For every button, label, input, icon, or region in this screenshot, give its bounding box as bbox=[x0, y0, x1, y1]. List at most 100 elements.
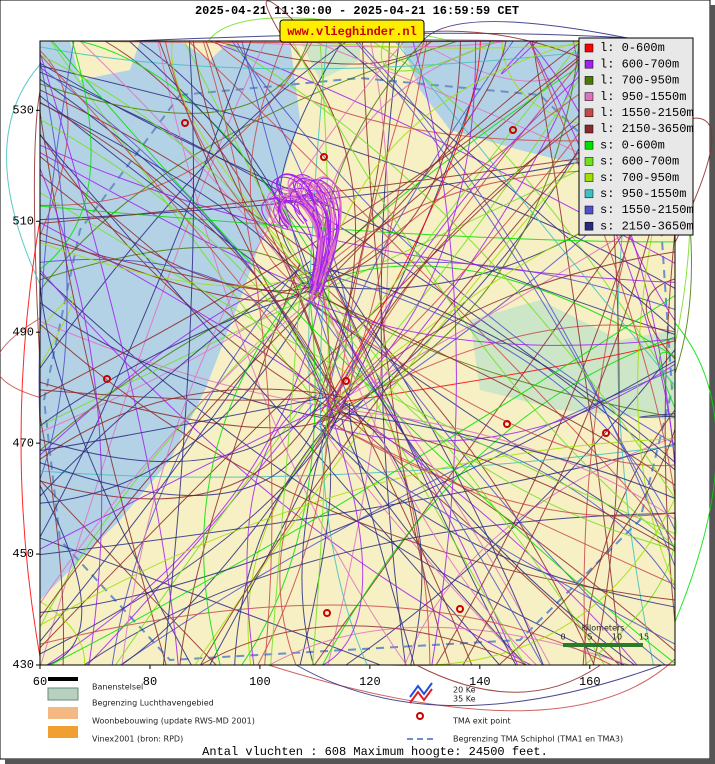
legend-label: s: 700-950m bbox=[600, 171, 679, 185]
legend-swatch bbox=[584, 205, 594, 215]
flight-track bbox=[131, 32, 671, 42]
flight-track bbox=[341, 419, 527, 666]
shadow bbox=[5, 759, 715, 764]
flight-track bbox=[39, 272, 625, 666]
flight-track bbox=[319, 421, 676, 608]
flight-track bbox=[39, 192, 676, 535]
tma-exit-point bbox=[503, 420, 511, 428]
flight-track bbox=[389, 498, 676, 667]
flight-track bbox=[330, 407, 676, 520]
flight-track bbox=[39, 40, 309, 114]
legend-label: s: 600-700m bbox=[600, 155, 679, 169]
flight-track bbox=[164, 40, 319, 287]
scale-tick-label: 15 bbox=[639, 633, 649, 642]
flight-track bbox=[39, 537, 381, 666]
flight-track bbox=[304, 178, 336, 282]
flight-track bbox=[39, 40, 659, 649]
legend-label: s: 0-600m bbox=[600, 138, 665, 152]
flight-track bbox=[361, 40, 451, 666]
flight-track bbox=[329, 270, 517, 666]
legend-swatch bbox=[584, 92, 594, 101]
scale-tick-label: 5 bbox=[587, 633, 592, 642]
legend-label: l: 1550-2150m bbox=[600, 106, 694, 120]
flight-track bbox=[39, 40, 675, 70]
y-tick-label: 530 bbox=[12, 104, 34, 118]
flight-track bbox=[380, 40, 407, 666]
flight-track bbox=[39, 40, 92, 270]
tma-exit-point bbox=[103, 375, 111, 383]
map-legend-label: Woonbebouwing (update RWS-MD 2001) bbox=[92, 717, 255, 726]
flight-track bbox=[313, 263, 635, 666]
flight-track bbox=[20, 219, 41, 657]
flight-track bbox=[313, 424, 676, 645]
flight-track bbox=[39, 443, 676, 556]
flight-track bbox=[322, 394, 364, 666]
flight-track bbox=[39, 284, 192, 666]
legend-label: s: 950-1550m bbox=[600, 187, 686, 201]
flight-track bbox=[528, 40, 676, 471]
flight-track bbox=[39, 415, 65, 666]
y-tick-label: 430 bbox=[12, 658, 34, 672]
flight-track bbox=[200, 625, 527, 666]
flight-track bbox=[39, 269, 532, 666]
flight-track bbox=[303, 40, 602, 294]
site-badge bbox=[279, 19, 425, 43]
flight-track bbox=[39, 397, 325, 452]
flight-track bbox=[39, 402, 321, 500]
flight-track bbox=[296, 664, 662, 707]
flight-track bbox=[322, 336, 676, 666]
flight-track bbox=[317, 283, 605, 666]
flight-track bbox=[39, 424, 316, 496]
flight-track bbox=[315, 259, 666, 666]
y-tick-label: 490 bbox=[12, 325, 34, 339]
map-legend: Banenstelsel Begrenzing Luchthavengebied… bbox=[47, 677, 623, 744]
flight-track bbox=[336, 40, 590, 430]
flight-track bbox=[247, 420, 334, 666]
legend-swatch bbox=[584, 124, 594, 134]
tma-exit-point bbox=[509, 126, 517, 134]
flight-track bbox=[72, 40, 498, 44]
flight-track bbox=[249, 40, 302, 289]
flight-track bbox=[39, 173, 323, 292]
scale-tick-label: 0 bbox=[560, 633, 565, 642]
flight-track bbox=[231, 40, 676, 445]
scale-label: Kilometers bbox=[582, 624, 625, 633]
tma-exit-points bbox=[103, 119, 610, 617]
flight-track bbox=[111, 264, 301, 666]
flight-track bbox=[241, 275, 316, 666]
flight-track bbox=[120, 368, 676, 666]
map-legend-label: 35 Ke bbox=[453, 695, 476, 704]
flight-track bbox=[39, 389, 318, 401]
flight-track bbox=[205, 40, 340, 403]
island bbox=[70, 41, 140, 80]
footer: Antal vluchten : 608 Maximum hoogte: 245… bbox=[202, 745, 548, 759]
flight-track bbox=[279, 408, 342, 666]
flight-track bbox=[128, 40, 544, 666]
flight-track bbox=[192, 40, 306, 287]
flight-track bbox=[39, 274, 322, 433]
flight-track bbox=[313, 198, 341, 281]
flight-track bbox=[215, 40, 433, 65]
y-tick-label: 450 bbox=[12, 547, 34, 561]
flight-track bbox=[39, 101, 335, 391]
tma-exit-point bbox=[181, 119, 189, 127]
x-tick-label: 140 bbox=[469, 675, 491, 689]
flight-track bbox=[39, 388, 347, 460]
legend-swatch bbox=[584, 108, 594, 118]
map-legend-label: TMA exit point bbox=[452, 717, 511, 726]
flight-track bbox=[241, 40, 349, 398]
flight-track bbox=[39, 320, 347, 410]
flight-track bbox=[46, 297, 321, 666]
legend-swatch bbox=[584, 173, 594, 182]
legend-swatch bbox=[584, 43, 594, 53]
scale-rule bbox=[563, 643, 643, 647]
tma-boundary bbox=[42, 76, 674, 662]
flight-track bbox=[39, 50, 69, 236]
flight-track bbox=[220, 40, 676, 499]
legend-swatch bbox=[584, 221, 594, 231]
flight-track bbox=[317, 271, 676, 530]
flight-track bbox=[39, 260, 311, 497]
flight-track bbox=[39, 133, 350, 420]
site-link[interactable]: www.vlieghinder.nl bbox=[287, 25, 417, 39]
